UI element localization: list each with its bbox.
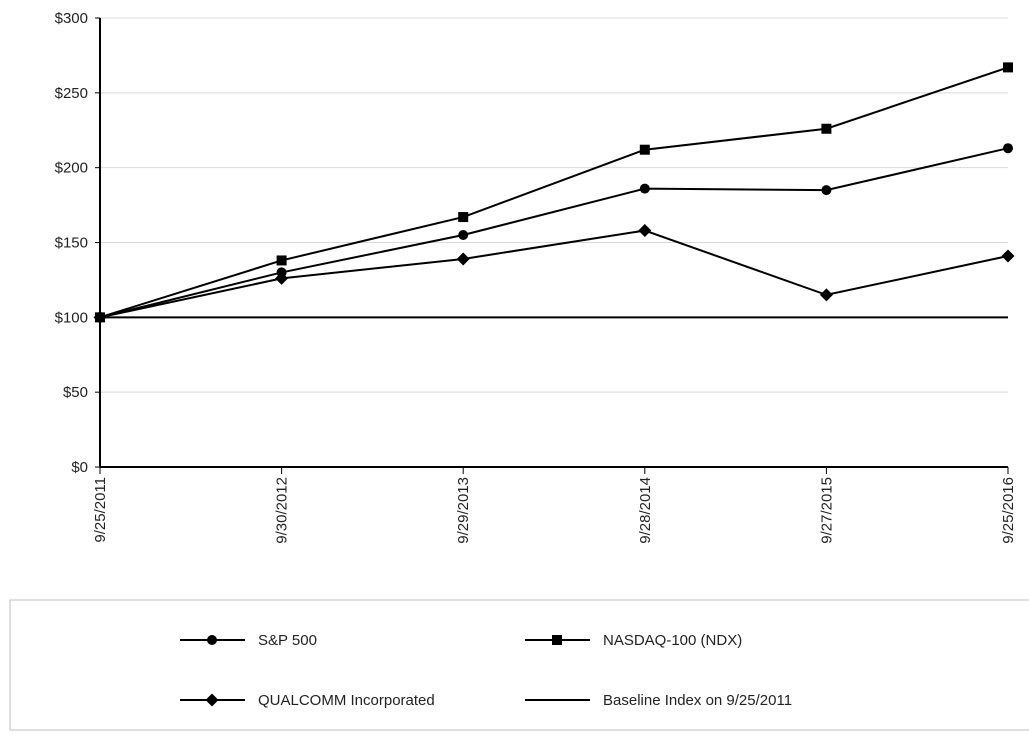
- series-line: [99, 229, 1009, 319]
- data-point: [639, 144, 650, 155]
- legend-item: NASDAQ-100 (NDX): [525, 632, 742, 649]
- legend-label: S&P 500: [258, 632, 317, 649]
- series-1: [95, 62, 1013, 323]
- data-point: [639, 183, 650, 194]
- x-tick-label: 9/28/2014: [637, 477, 654, 544]
- legend: S&P 500 NASDAQ-100 (NDX) QUALCOMM Incorpor…: [9, 599, 1029, 731]
- legend-item: S&P 500: [180, 632, 317, 649]
- data-point: [819, 288, 833, 302]
- x-tick-label: 9/25/2011: [92, 477, 109, 543]
- data-point: [821, 185, 832, 196]
- y-tick-label: $50: [63, 384, 88, 401]
- data-point: [458, 230, 469, 241]
- data-point: [1003, 62, 1013, 73]
- legend-marker: [207, 635, 217, 645]
- y-tick-label: $150: [55, 235, 88, 252]
- y-axis: $0 $50 $100 $150 $200 $250 $300: [55, 10, 101, 476]
- legend-label: NASDAQ-100 (NDX): [603, 632, 742, 649]
- legend-item: QUALCOMM Incorporated: [180, 692, 435, 709]
- x-axis: 9/25/2011 9/30/2012 9/29/2013 9/28/2014 9/27…: [92, 466, 1017, 544]
- legend-item: Baseline Index on 9/25/2011: [525, 692, 792, 709]
- y-tick-label: $100: [55, 309, 88, 326]
- series-line: [99, 147, 1009, 319]
- series-2: [93, 224, 1015, 324]
- x-tick-label: 9/30/2012: [274, 477, 291, 544]
- data-point: [458, 212, 469, 223]
- y-tick-label: $250: [55, 85, 88, 102]
- data-point: [276, 255, 287, 266]
- data-point: [276, 267, 287, 278]
- series-line: [99, 66, 1009, 319]
- series-0: [95, 143, 1013, 323]
- gridlines: [100, 17, 1008, 393]
- legend-marker: [205, 693, 219, 707]
- y-tick-label: $300: [55, 10, 88, 27]
- legend-label: QUALCOMM Incorporated: [258, 692, 435, 709]
- data-point: [95, 312, 105, 323]
- data-point: [638, 224, 652, 238]
- data-point: [456, 252, 470, 266]
- plot-area: [93, 62, 1015, 324]
- x-tick-label: 9/25/2016: [1000, 477, 1017, 544]
- data-point: [821, 123, 832, 134]
- x-tick-label: 9/27/2015: [818, 477, 835, 544]
- legend-box: [9, 599, 1029, 731]
- x-tick-label: 9/29/2013: [455, 477, 472, 544]
- y-tick-label: $200: [55, 160, 88, 177]
- data-point: [1003, 143, 1013, 154]
- y-tick-label: $0: [71, 459, 88, 476]
- legend-label: Baseline Index on 9/25/2011: [603, 692, 792, 709]
- data-point: [1001, 249, 1015, 263]
- legend-marker: [552, 635, 562, 645]
